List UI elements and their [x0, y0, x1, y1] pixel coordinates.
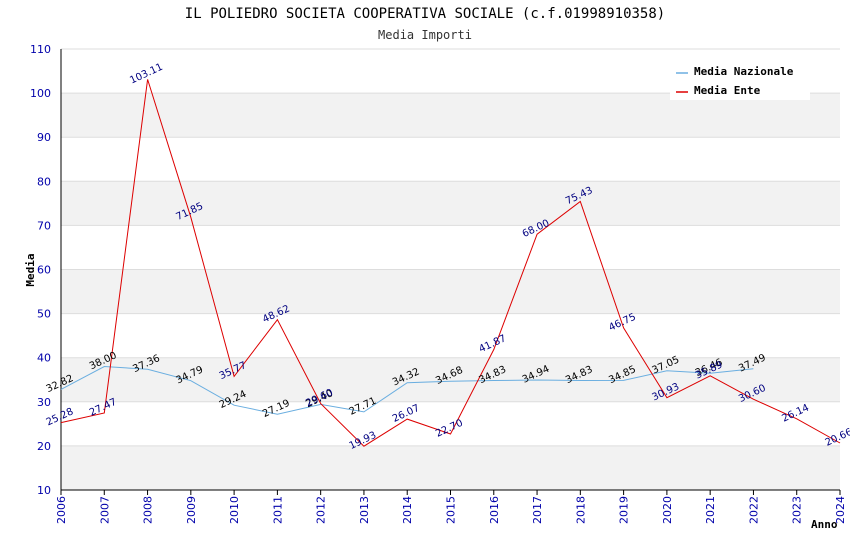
data-label: 46.75	[607, 312, 638, 334]
data-label: 22.70	[434, 418, 465, 440]
y-axis-ticks: 10 20 30 40 50 60 70 80 90 100 110	[30, 43, 51, 497]
x-tick-label: 2018	[574, 496, 587, 524]
x-tick-label: 2022	[747, 496, 760, 524]
x-tick-label: 2019	[618, 496, 631, 524]
x-tick-label: 2016	[488, 496, 501, 524]
x-tick-label: 2006	[55, 496, 68, 524]
data-label: 25.28	[45, 406, 76, 428]
y-tick-label: 20	[37, 440, 51, 453]
gridlines	[61, 48, 840, 491]
y-tick-label: 50	[37, 308, 51, 321]
y-tick-label: 90	[37, 131, 51, 144]
y-tick-label: 10	[37, 484, 51, 497]
x-tick-label: 2021	[704, 496, 717, 524]
plot-band	[61, 357, 840, 402]
x-axis-ticks: 2006 2007 2008 2009 2010 2011 2012 2013 2014 2015…	[55, 496, 847, 524]
y-tick-label: 80	[37, 175, 51, 188]
series-line-0	[60, 365, 754, 415]
x-axis-label: Anno	[811, 518, 838, 531]
series-line-1	[60, 79, 841, 447]
y-tick-label: 100	[30, 87, 51, 100]
data-label: 26.14	[780, 403, 811, 425]
y-tick-label: 110	[30, 43, 51, 56]
axes	[60, 49, 841, 495]
plot-band	[61, 269, 840, 314]
y-tick-label: 70	[37, 219, 51, 232]
x-tick-label: 2023	[791, 496, 804, 524]
x-tick-label: 2008	[142, 496, 155, 524]
x-tick-label: 2014	[401, 496, 414, 524]
x-tick-label: 2007	[98, 496, 111, 524]
x-tick-label: 2012	[315, 496, 328, 524]
x-tick-label: 2011	[271, 496, 284, 524]
x-tick-label: 2015	[445, 496, 458, 524]
data-label: 26.07	[391, 403, 422, 425]
x-tick-label: 2013	[358, 496, 371, 524]
y-tick-label: 40	[37, 352, 51, 365]
chart-title: IL POLIEDRO SOCIETA COOPERATIVA SOCIALE …	[185, 6, 665, 22]
legend: Media Nazionale Media Ente	[670, 60, 810, 100]
x-tick-label: 2009	[185, 496, 198, 524]
y-axis-label: Media	[24, 253, 37, 286]
x-tick-label: 2020	[661, 496, 674, 524]
x-tick-label: 2024	[834, 496, 847, 524]
plot-band	[61, 445, 840, 490]
data-label: 103.11	[128, 62, 164, 87]
y-tick-label: 30	[37, 396, 51, 409]
plot-background	[61, 93, 840, 490]
series-lines	[60, 79, 841, 447]
legend-entry-nazionale: Media Nazionale	[694, 65, 794, 78]
x-tick-label: 2017	[531, 496, 544, 524]
legend-entry-ente: Media Ente	[694, 84, 761, 97]
legend-box	[670, 60, 810, 100]
y-tick-label: 60	[37, 264, 51, 277]
x-tick-label: 2010	[228, 496, 241, 524]
plot-band	[61, 93, 840, 138]
chart-subtitle: Media Importi	[378, 28, 472, 42]
